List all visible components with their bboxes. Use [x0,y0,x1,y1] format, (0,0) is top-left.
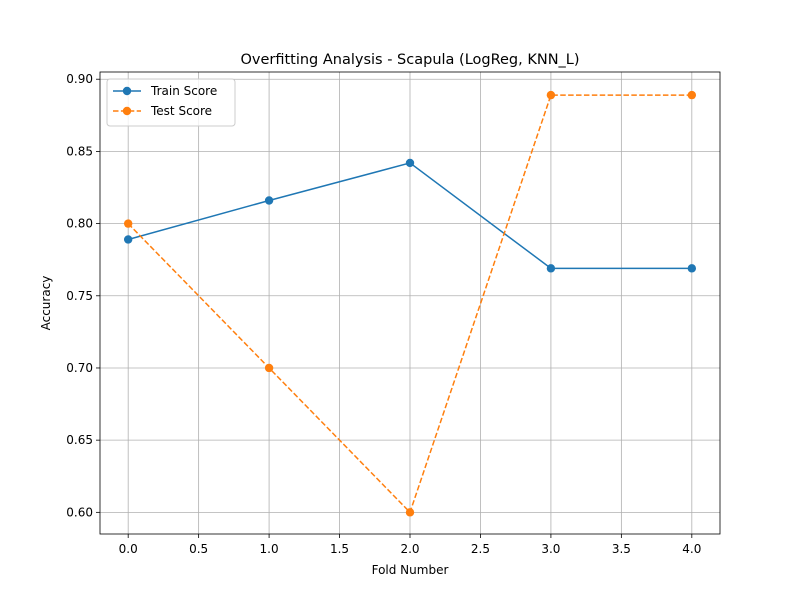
y-tick-label: 0.85 [66,144,93,158]
y-axis-label: Accuracy [39,276,53,331]
x-axis-label: Fold Number [372,563,449,577]
x-tick-label: 2.0 [400,542,419,556]
x-tick-label: 0.5 [189,542,208,556]
chart-title: Overfitting Analysis - Scapula (LogReg, … [240,52,579,68]
legend-label-1: Test Score [150,104,212,118]
series-0-point [264,196,274,205]
series-markers [123,90,697,517]
y-tick-label: 0.80 [66,217,93,231]
x-axis: 0.0 0.5 1.0 1.5 2.0 2.5 3.0 3.5 4.0 [119,534,701,556]
x-tick-label: 1.0 [260,542,279,556]
series-1-point [123,219,133,228]
x-tick-label: 3.5 [612,542,631,556]
series-0-point [123,235,133,244]
series-0-point [687,264,697,273]
y-tick-label: 0.60 [66,505,93,519]
legend: Train Score Test Score [106,78,236,127]
series-0-point [546,264,556,273]
x-tick-label: 2.5 [471,542,490,556]
x-tick-label: 3.0 [541,542,560,556]
y-tick-label: 0.65 [66,433,93,447]
x-tick-label: 4.0 [682,542,701,556]
y-tick-label: 0.90 [66,72,93,86]
x-tick-label: 0.0 [119,542,138,556]
y-tick-label: 0.75 [66,289,93,303]
series-0-point [405,158,415,168]
series-1-point [546,90,556,100]
series-1-point [687,90,697,100]
legend-label-0: Train Score [150,84,217,98]
legend-marker-0 [122,86,132,96]
series-1-point [264,363,274,373]
series-1-point [405,508,415,517]
x-tick-label: 1.5 [330,542,349,556]
legend-marker-1 [122,106,132,116]
y-axis: 0.60 0.65 0.70 0.75 0.80 0.85 0.90 [66,72,100,519]
y-tick-label: 0.70 [66,361,93,375]
